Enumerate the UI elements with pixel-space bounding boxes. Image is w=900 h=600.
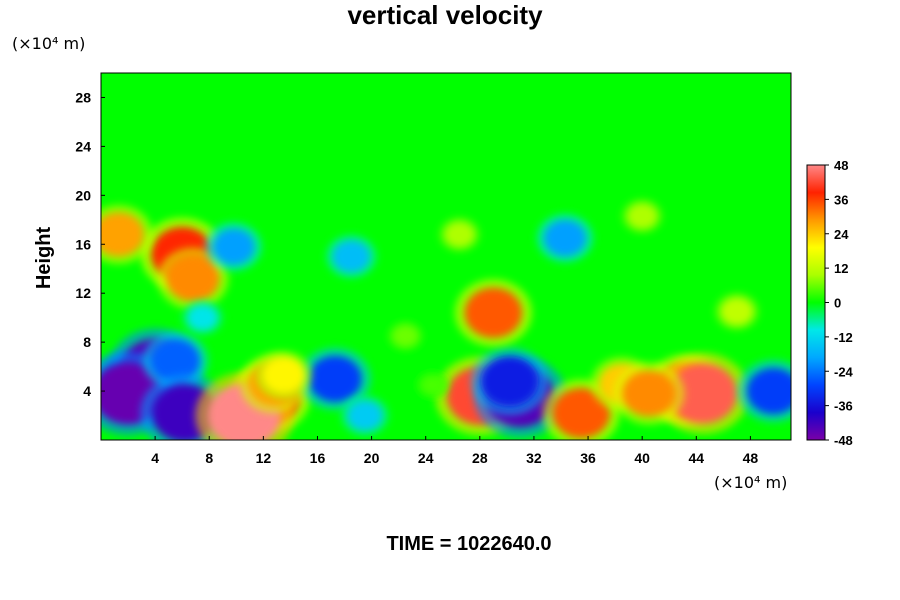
y-tick-label: 20 bbox=[75, 187, 91, 203]
field-feature bbox=[626, 203, 658, 230]
x-tick-label: 48 bbox=[743, 450, 759, 466]
x-tick-label: 32 bbox=[526, 450, 542, 466]
field-feature bbox=[480, 356, 539, 407]
colorbar-tick-label: -12 bbox=[834, 330, 853, 345]
field-feature bbox=[101, 212, 144, 257]
y-tick-label: 4 bbox=[83, 383, 91, 399]
y-tick-label: 16 bbox=[75, 236, 91, 252]
x-tick-label: 8 bbox=[205, 450, 213, 466]
y-axis-label: Height bbox=[33, 227, 55, 290]
x-tick-label: 24 bbox=[418, 450, 434, 466]
x-tick-label: 36 bbox=[580, 450, 596, 466]
plot-frame bbox=[100, 72, 792, 441]
colorbar-tick-label: 48 bbox=[834, 158, 848, 173]
field-feature bbox=[166, 255, 220, 302]
x-tick-label: 28 bbox=[472, 450, 488, 466]
time-label: TIME = 1022640.0 bbox=[386, 533, 551, 555]
y-tick-label: 24 bbox=[75, 138, 91, 154]
colorbar-tick-label: 36 bbox=[834, 192, 848, 207]
field-feature bbox=[308, 355, 362, 402]
field-feature bbox=[444, 221, 476, 248]
field-feature bbox=[262, 357, 305, 394]
x-axis-unit: (×10⁴ m) bbox=[714, 473, 787, 492]
field-layer bbox=[101, 198, 791, 440]
x-tick-label: 4 bbox=[151, 450, 159, 466]
field-feature bbox=[392, 325, 419, 348]
colorbar-tick-label: -36 bbox=[834, 399, 853, 414]
plot-area bbox=[100, 72, 792, 441]
colorbar-tick-label: 0 bbox=[834, 296, 841, 311]
colorbar-tick-label: 12 bbox=[834, 261, 848, 276]
field-feature bbox=[420, 374, 445, 395]
field-feature bbox=[668, 363, 738, 424]
colorbar-scale bbox=[806, 164, 826, 441]
x-tick-label: 16 bbox=[310, 450, 326, 466]
field-feature bbox=[212, 228, 255, 265]
y-axis-ticks: 4 8 12 16 20 24 28 bbox=[75, 89, 105, 399]
field-feature bbox=[332, 240, 371, 273]
field-feature bbox=[622, 370, 676, 417]
colorbar-tick-label: -48 bbox=[834, 433, 853, 448]
field-feature bbox=[746, 368, 791, 415]
y-tick-label: 28 bbox=[75, 89, 91, 105]
x-tick-label: 40 bbox=[634, 450, 650, 466]
field-feature bbox=[151, 339, 200, 382]
x-tick-label: 12 bbox=[256, 450, 272, 466]
y-axis-unit: (×10⁴ m) bbox=[12, 34, 85, 53]
field-feature bbox=[186, 304, 218, 331]
field-feature bbox=[544, 220, 587, 257]
field-feature bbox=[347, 400, 383, 431]
x-axis-ticks: 4 8 12 16 20 24 28 32 36 40 44 48 bbox=[151, 436, 758, 466]
y-tick-label: 12 bbox=[75, 285, 91, 301]
colorbar-ticks: 48 36 24 12 0 -12 -24 -36 -48 bbox=[825, 158, 854, 448]
field-feature bbox=[464, 287, 523, 338]
x-tick-label: 44 bbox=[689, 450, 705, 466]
y-tick-label: 8 bbox=[83, 334, 91, 350]
x-tick-label: 20 bbox=[364, 450, 380, 466]
chart-title: vertical velocity bbox=[347, 0, 543, 30]
field-feature bbox=[552, 388, 610, 439]
colorbar-tick-label: 24 bbox=[834, 227, 849, 242]
field-feature bbox=[720, 297, 754, 326]
colorbar-tick-label: -24 bbox=[834, 364, 854, 379]
colorbar: 48 36 24 12 0 -12 -24 -36 -48 bbox=[806, 158, 854, 448]
